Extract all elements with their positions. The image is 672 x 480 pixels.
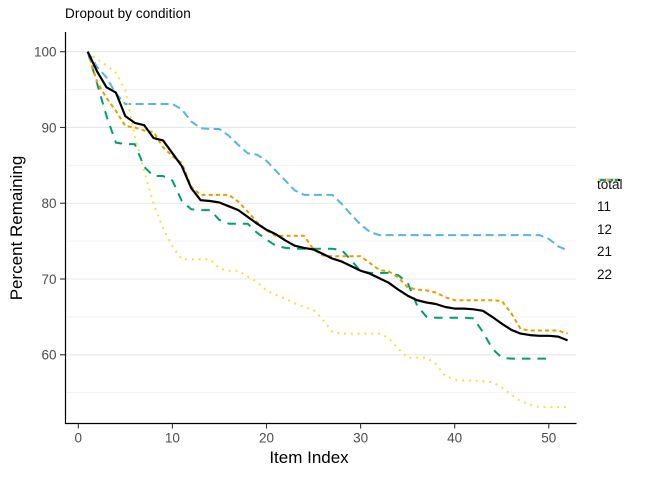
x-tick-label-20: 20 <box>259 431 274 446</box>
x-tick-label-0: 0 <box>75 431 83 446</box>
y-tick-label-90: 90 <box>41 120 56 135</box>
x-tick-label-30: 30 <box>353 431 368 446</box>
legend-label-21: 21 <box>597 244 613 259</box>
x-tick-label-10: 10 <box>165 431 180 446</box>
series-line-12 <box>86 51 568 252</box>
legend-item-22: 22 <box>597 179 623 286</box>
y-tick-label-70: 70 <box>41 272 56 287</box>
legend-item-12: 12 <box>597 179 623 241</box>
series-line-21 <box>86 51 549 360</box>
legend: total 11 12 21 22 <box>597 173 623 286</box>
y-tick-label-80: 80 <box>41 196 56 211</box>
y-tick-label-60: 60 <box>41 348 56 363</box>
legend-item-11: 11 <box>597 179 623 219</box>
series-line-total <box>86 51 569 342</box>
x-tick-label-40: 40 <box>447 431 462 446</box>
plot-title: Dropout by condition <box>65 6 191 21</box>
legend-key-line-21 <box>598 179 620 181</box>
legend-label-12: 12 <box>597 221 613 237</box>
x-tick-label-50: 50 <box>541 431 556 446</box>
y-axis-title: Percent Remaining <box>7 155 26 301</box>
x-axis-title: Item Index <box>269 448 349 467</box>
legend-item-21: 21 <box>597 179 623 264</box>
legend-label-22: 22 <box>597 266 613 282</box>
legend-key-line-22 <box>598 179 620 181</box>
series-line-22 <box>87 50 568 409</box>
series-line-11 <box>86 51 568 335</box>
legend-label-11: 11 <box>597 199 612 214</box>
y-tick-label-100: 100 <box>34 45 57 60</box>
